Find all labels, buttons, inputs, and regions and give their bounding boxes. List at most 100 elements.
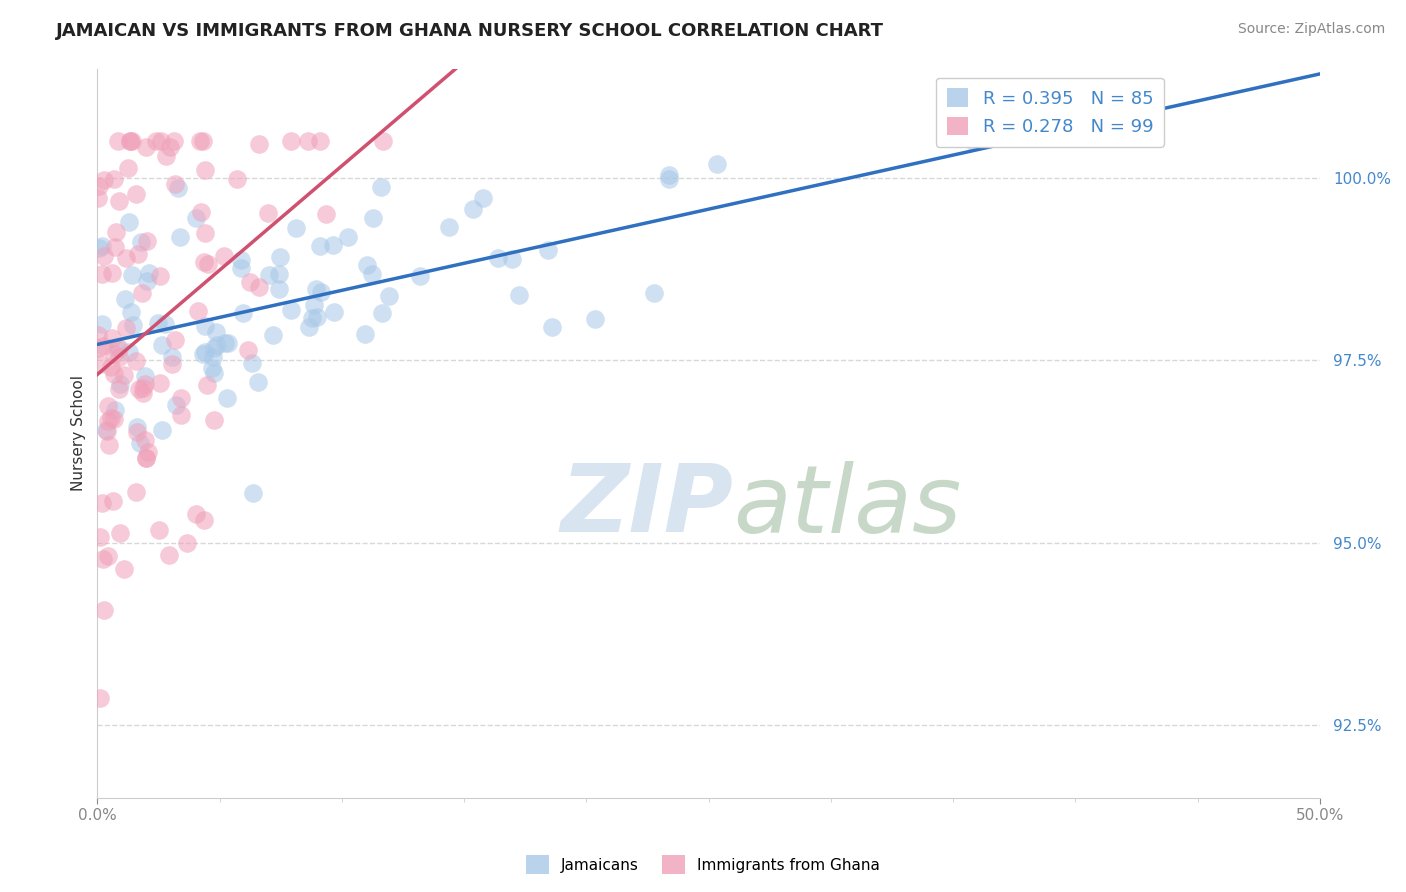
Point — [197, 257, 219, 271]
Point — [187, 304, 209, 318]
Point — [134, 433, 156, 447]
Point — [257, 206, 280, 220]
Point — [93, 552, 115, 566]
Point — [96, 424, 118, 438]
Point — [87, 241, 110, 255]
Point — [89, 179, 111, 194]
Point — [120, 305, 142, 319]
Point — [103, 367, 125, 381]
Point — [169, 229, 191, 244]
Point — [226, 172, 249, 186]
Point — [148, 523, 170, 537]
Point — [242, 486, 264, 500]
Point — [112, 561, 135, 575]
Point — [214, 335, 236, 350]
Point — [128, 382, 150, 396]
Point — [267, 282, 290, 296]
Point — [136, 445, 159, 459]
Point — [232, 306, 254, 320]
Point — [146, 316, 169, 330]
Point — [89, 691, 111, 706]
Point — [127, 247, 149, 261]
Point — [188, 135, 211, 149]
Point — [247, 136, 270, 151]
Point — [239, 275, 262, 289]
Point — [202, 350, 225, 364]
Point — [125, 485, 148, 500]
Point — [202, 413, 225, 427]
Point — [170, 391, 193, 405]
Point — [361, 211, 384, 226]
Legend: R = 0.395   N = 85, R = 0.278   N = 99: R = 0.395 N = 85, R = 0.278 N = 99 — [935, 78, 1164, 147]
Point — [297, 135, 319, 149]
Point — [370, 179, 392, 194]
Point — [124, 354, 146, 368]
Point — [486, 252, 509, 266]
Point — [409, 268, 432, 283]
Point — [170, 408, 193, 422]
Point — [115, 251, 138, 265]
Point — [149, 376, 172, 390]
Point — [501, 252, 523, 266]
Y-axis label: Nursery School: Nursery School — [72, 376, 86, 491]
Point — [247, 375, 270, 389]
Point — [107, 135, 129, 149]
Point — [280, 135, 302, 149]
Point — [135, 139, 157, 153]
Text: JAMAICAN VS IMMIGRANTS FROM GHANA NURSERY SCHOOL CORRELATION CHART: JAMAICAN VS IMMIGRANTS FROM GHANA NURSER… — [56, 22, 884, 40]
Point — [97, 438, 120, 452]
Point — [117, 161, 139, 175]
Point — [149, 268, 172, 283]
Point — [145, 135, 167, 149]
Point — [322, 237, 344, 252]
Point — [134, 368, 156, 383]
Point — [537, 244, 560, 258]
Point — [962, 135, 984, 149]
Point — [89, 357, 111, 371]
Point — [643, 285, 665, 300]
Point — [706, 157, 728, 171]
Point — [191, 347, 214, 361]
Point — [280, 302, 302, 317]
Point — [104, 240, 127, 254]
Point — [93, 603, 115, 617]
Point — [165, 177, 187, 191]
Point — [184, 507, 207, 521]
Point — [378, 288, 401, 302]
Text: atlas: atlas — [733, 461, 962, 552]
Point — [322, 305, 344, 319]
Point — [205, 325, 228, 339]
Point — [105, 341, 128, 355]
Point — [87, 341, 110, 355]
Point — [103, 347, 125, 361]
Point — [194, 318, 217, 333]
Point — [247, 279, 270, 293]
Point — [115, 320, 138, 334]
Point — [301, 311, 323, 326]
Point — [583, 312, 606, 326]
Point — [118, 345, 141, 359]
Point — [315, 207, 337, 221]
Text: ZIP: ZIP — [560, 460, 733, 552]
Point — [136, 274, 159, 288]
Point — [191, 135, 214, 149]
Point — [108, 341, 131, 355]
Point — [110, 526, 132, 541]
Point — [93, 249, 115, 263]
Point — [159, 140, 181, 154]
Point — [157, 548, 180, 562]
Point — [93, 339, 115, 353]
Point — [125, 420, 148, 434]
Legend: Jamaicans, Immigrants from Ghana: Jamaicans, Immigrants from Ghana — [520, 849, 886, 880]
Point — [91, 496, 114, 510]
Point — [461, 202, 484, 217]
Point — [150, 423, 173, 437]
Point — [197, 377, 219, 392]
Point — [214, 249, 236, 263]
Point — [91, 267, 114, 281]
Point — [93, 173, 115, 187]
Point — [122, 318, 145, 332]
Point — [89, 530, 111, 544]
Point — [217, 335, 239, 350]
Point — [155, 149, 177, 163]
